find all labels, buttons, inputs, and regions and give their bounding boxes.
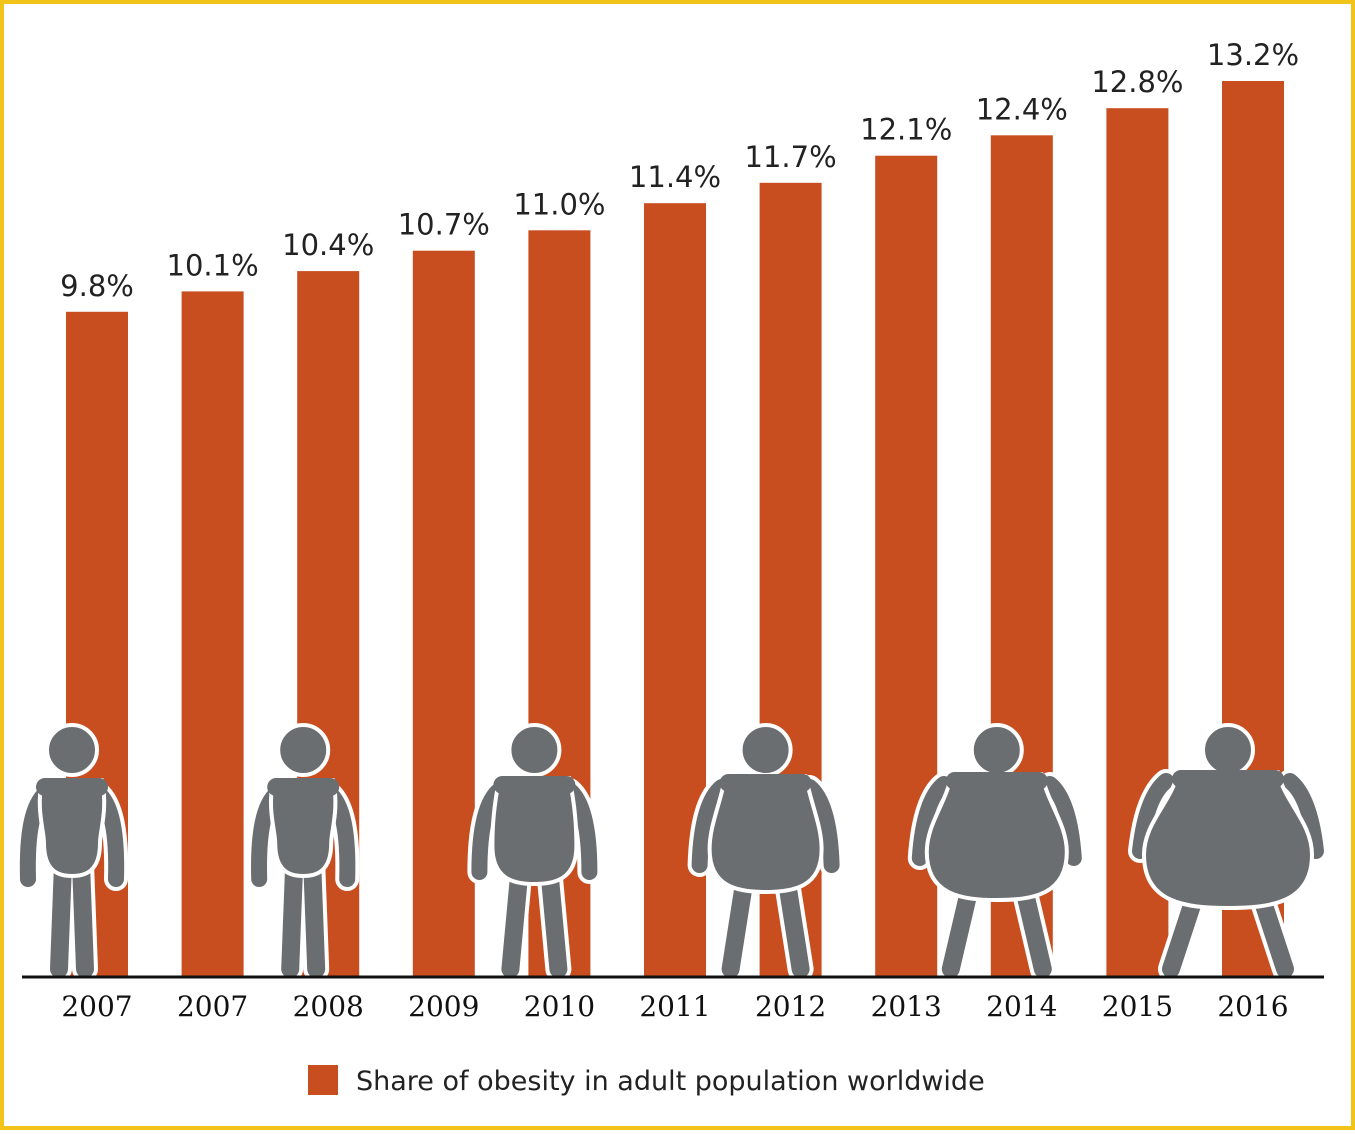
person-icon xyxy=(15,723,129,982)
value-label-10: 13.2% xyxy=(1207,38,1299,72)
x-tick-label-3: 2009 xyxy=(408,990,479,1023)
x-tick-label-7: 2013 xyxy=(871,990,942,1023)
value-label-1: 10.1% xyxy=(167,248,259,282)
x-tick-label-9: 2015 xyxy=(1102,990,1173,1023)
value-label-4: 11.0% xyxy=(513,187,605,221)
x-tick-label-10: 2016 xyxy=(1217,990,1288,1023)
legend: Share of obesity in adult population wor… xyxy=(308,1065,985,1097)
person-icon xyxy=(907,723,1086,982)
value-label-5: 11.4% xyxy=(629,160,721,194)
bar-3 xyxy=(412,250,475,977)
value-labels-layer: 9.8% 10.1% 10.4% 10.7% 11.0% 11.4% 11.7% 12.1% 1… xyxy=(60,38,1299,303)
x-tick-labels: 2007 2007 2008 2009 2010 2011 2012 2013 2014 2015… xyxy=(61,990,1288,1023)
value-label-0: 9.8% xyxy=(60,269,134,303)
value-label-2: 10.4% xyxy=(282,228,374,262)
value-label-8: 12.4% xyxy=(976,92,1068,126)
person-icon xyxy=(467,723,602,982)
legend-label: Share of obesity in adult population wor… xyxy=(356,1066,985,1097)
x-tick-label-1: 2007 xyxy=(177,990,248,1023)
value-label-9: 12.8% xyxy=(1091,65,1183,99)
legend-swatch xyxy=(308,1065,338,1095)
bar-chart: 9.8% 10.1% 10.4% 10.7% 11.0% 11.4% 11.7% 12.1% 1… xyxy=(15,38,1328,1097)
value-label-7: 12.1% xyxy=(860,113,952,147)
person-icon xyxy=(687,723,844,982)
person-icon xyxy=(247,723,360,982)
figures-layer xyxy=(15,723,1328,982)
person-icon xyxy=(1128,723,1328,982)
value-label-3: 10.7% xyxy=(398,208,490,242)
x-tick-label-4: 2010 xyxy=(524,990,595,1023)
x-tick-label-5: 2011 xyxy=(639,990,710,1023)
value-label-6: 11.7% xyxy=(745,140,837,174)
x-tick-label-6: 2012 xyxy=(755,990,826,1023)
x-tick-label-8: 2014 xyxy=(986,990,1057,1023)
bar-1 xyxy=(181,291,244,977)
x-tick-label-0: 2007 xyxy=(61,990,132,1023)
x-tick-label-2: 2008 xyxy=(293,990,364,1023)
